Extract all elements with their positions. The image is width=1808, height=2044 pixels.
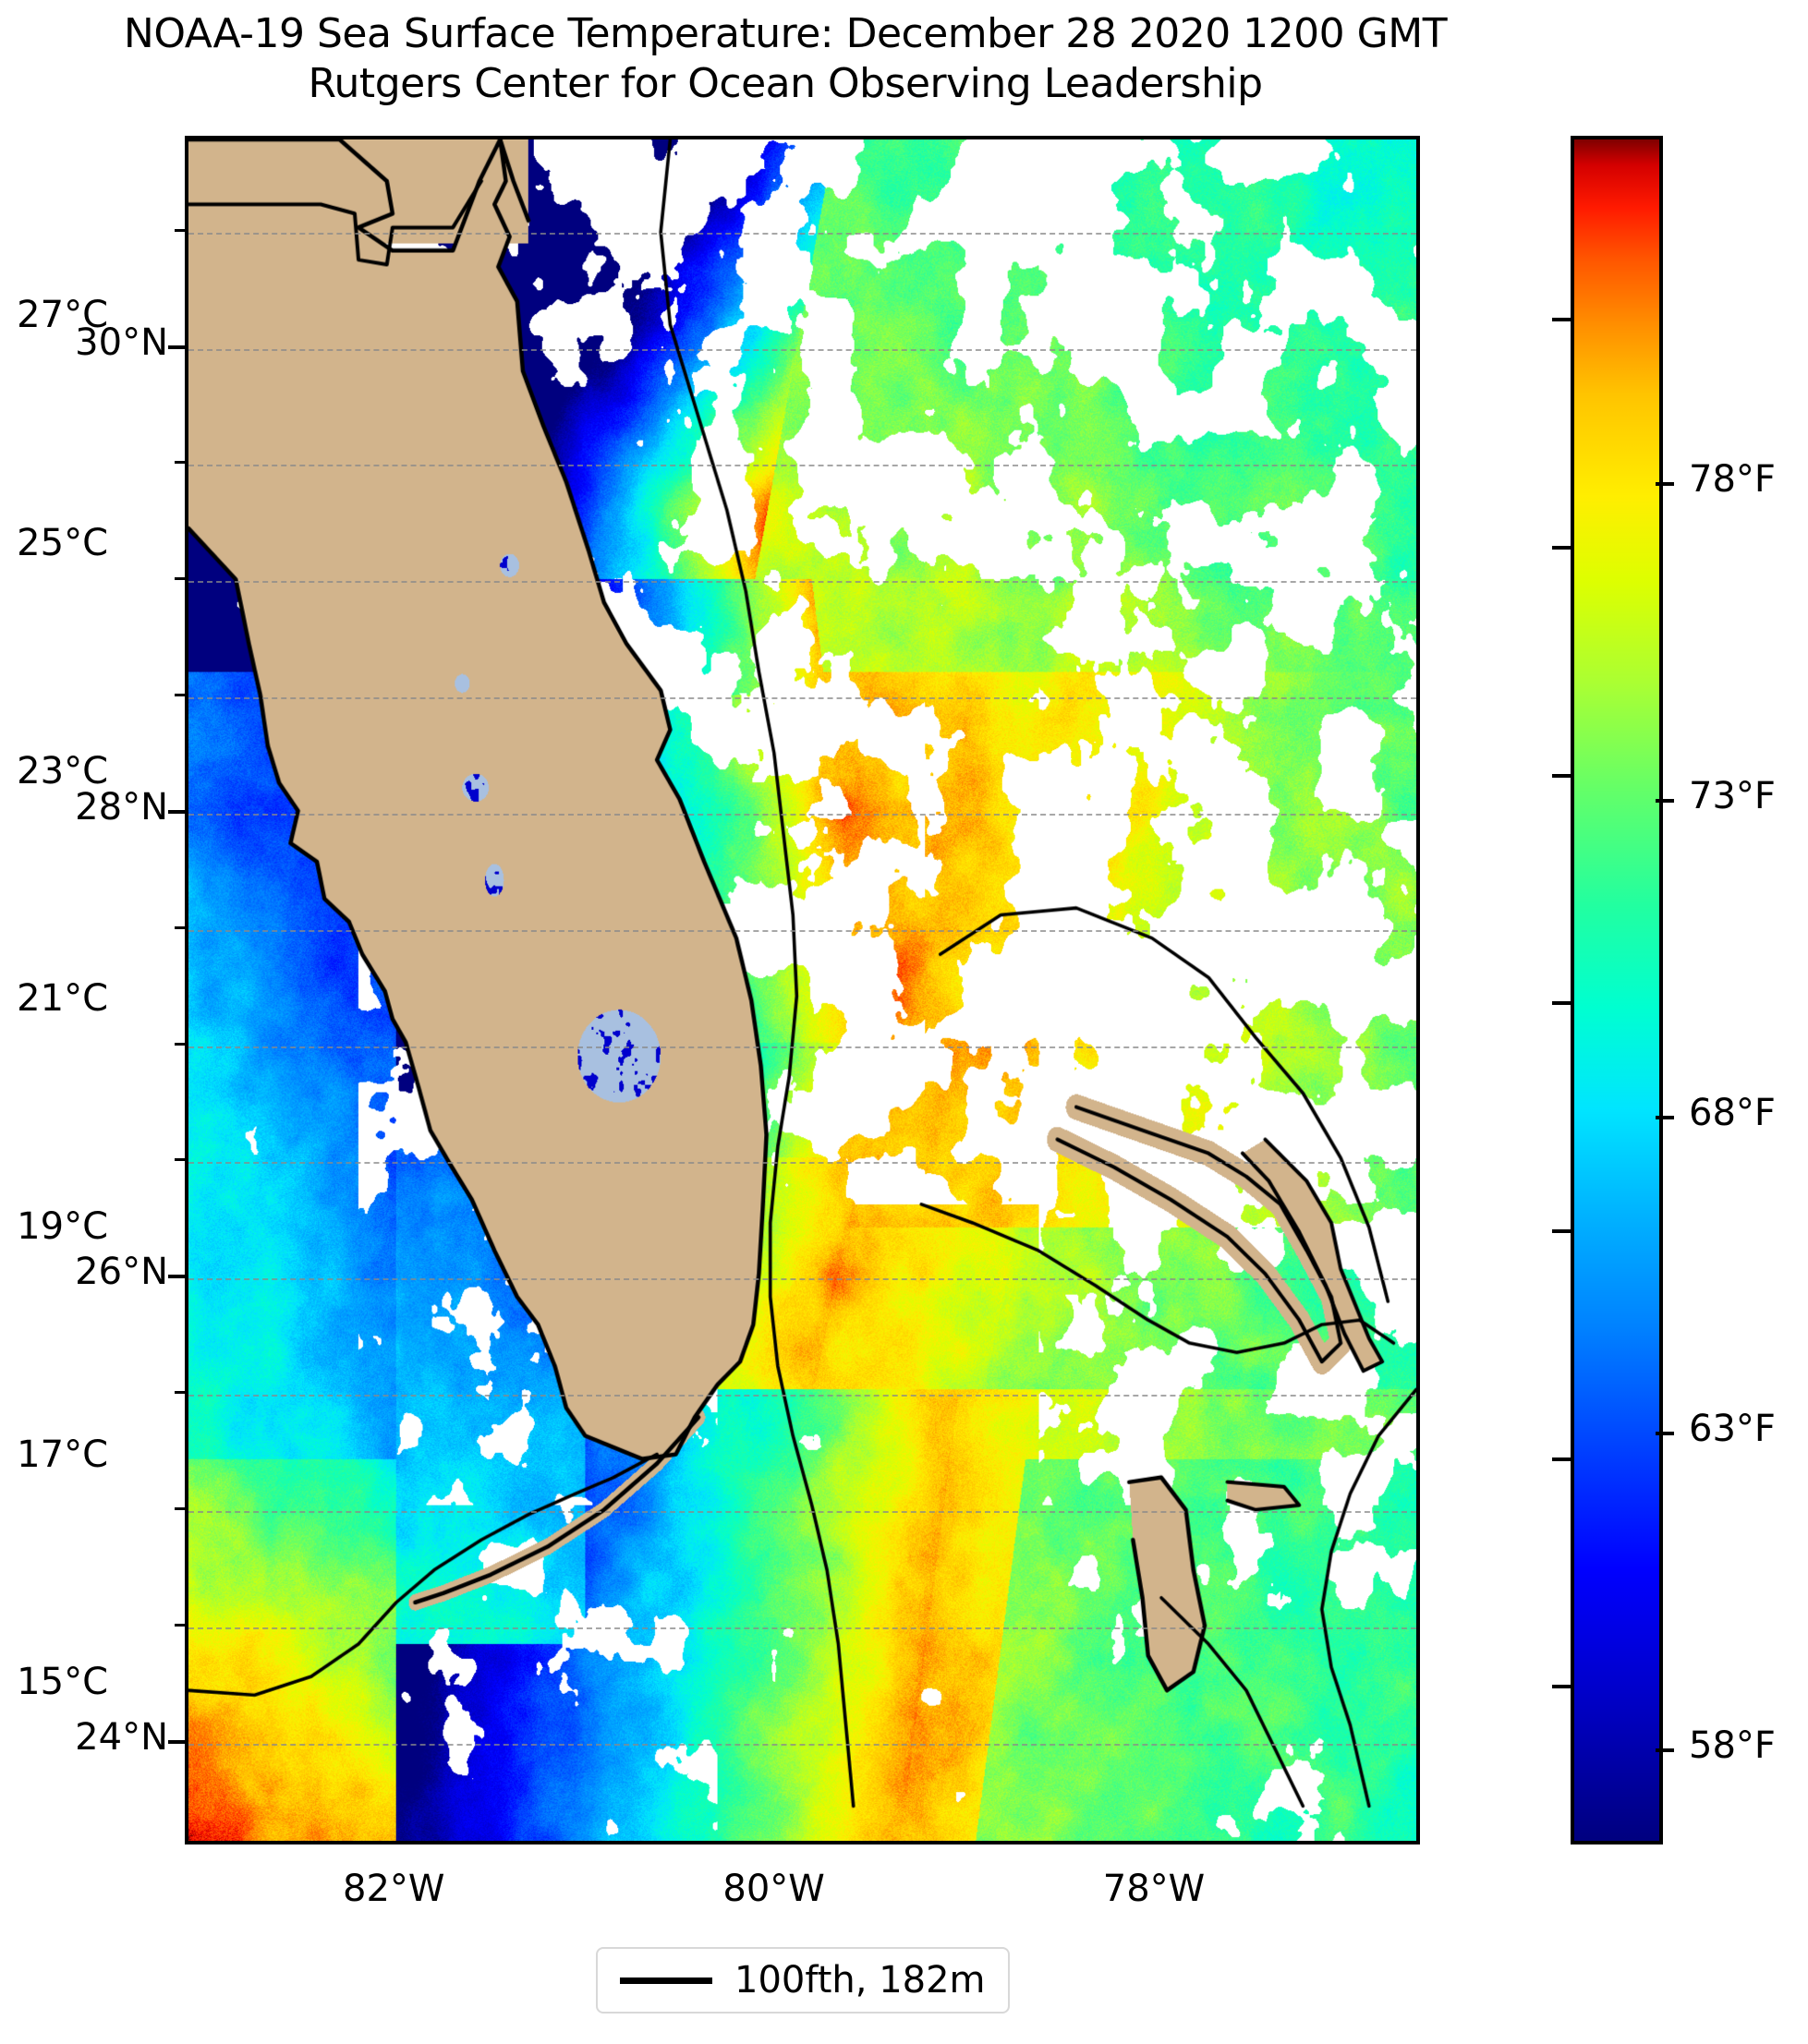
gridline-latitude — [188, 348, 1416, 351]
colorbar-label-fahrenheit: 63°F — [1689, 1408, 1776, 1451]
gridline-latitude — [188, 1743, 1416, 1746]
lon-tick-label: 80°W — [722, 1868, 825, 1910]
colorbar-label-celsius: 25°C — [17, 522, 108, 564]
isobath-line-swatch — [620, 1977, 712, 1984]
gridline-latitude — [188, 697, 1416, 700]
figure-title: NOAA-19 Sea Surface Temperature: Decembe… — [0, 9, 1571, 109]
lat-tick-major — [168, 1275, 185, 1279]
colorbar-tick-fahrenheit — [1656, 1432, 1674, 1436]
lat-tick-label: 30°N — [75, 321, 168, 364]
lat-tick-label: 24°N — [75, 1715, 168, 1759]
colorbar-label-celsius: 23°C — [17, 749, 108, 792]
sst-map-axes — [185, 136, 1420, 1844]
colorbar-label-celsius: 15°C — [17, 1661, 108, 1704]
colorbar-label-celsius: 21°C — [17, 977, 108, 1021]
colorbar-tick-celsius — [1552, 1685, 1571, 1689]
isobath-legend-label: 100fth, 182m — [734, 1959, 986, 2002]
colorbar-label-celsius: 17°C — [17, 1433, 108, 1476]
isobath-legend: 100fth, 182m — [596, 1947, 1010, 2014]
lat-tick-label: 26°N — [75, 1251, 168, 1294]
gridline-latitude — [188, 1162, 1416, 1165]
lat-tick-minor — [175, 925, 185, 929]
title-line-2: Rutgers Center for Ocean Observing Leade… — [308, 60, 1263, 107]
colorbar-tick-fahrenheit — [1656, 1115, 1674, 1119]
sst-colorbar — [1571, 136, 1663, 1844]
colorbar-tick-celsius — [1552, 1001, 1571, 1006]
lat-tick-minor — [175, 694, 185, 697]
colorbar-tick-celsius — [1552, 546, 1571, 550]
lat-tick-minor — [175, 577, 185, 581]
lat-tick-minor — [175, 1042, 185, 1046]
gridline-latitude — [188, 929, 1416, 932]
colorbar-tick-celsius — [1552, 318, 1571, 322]
lat-tick-label: 28°N — [75, 785, 168, 828]
lat-tick-major — [168, 809, 185, 814]
gridline-latitude — [188, 1395, 1416, 1397]
lat-tick-minor — [175, 1391, 185, 1395]
lat-tick-minor — [175, 1507, 185, 1511]
colorbar-label-fahrenheit: 68°F — [1689, 1091, 1776, 1134]
gridline-latitude — [188, 232, 1416, 235]
lat-tick-major — [168, 1739, 185, 1744]
gridline-latitude — [188, 465, 1416, 467]
colorbar-label-fahrenheit: 78°F — [1689, 458, 1776, 502]
title-line-1: NOAA-19 Sea Surface Temperature: Decembe… — [123, 10, 1448, 57]
colorbar-tick-celsius — [1552, 1457, 1571, 1461]
colorbar-label-celsius: 19°C — [17, 1205, 108, 1248]
lat-tick-minor — [175, 461, 185, 465]
gridline-latitude — [188, 1046, 1416, 1048]
colorbar-label-fahrenheit: 58°F — [1689, 1723, 1776, 1767]
lon-tick-label: 82°W — [343, 1868, 445, 1910]
lat-tick-major — [168, 345, 185, 349]
gridline-latitude — [188, 1278, 1416, 1281]
colorbar-tick-fahrenheit — [1656, 1748, 1674, 1752]
gridline-latitude — [188, 1511, 1416, 1514]
lon-tick-label: 78°W — [1102, 1868, 1206, 1910]
lat-tick-minor — [175, 228, 185, 232]
colorbar-tick-fahrenheit — [1656, 799, 1674, 804]
gridline-latitude — [188, 581, 1416, 584]
gridline-latitude — [188, 813, 1416, 816]
colorbar-tick-fahrenheit — [1656, 482, 1674, 487]
colorbar-label-celsius: 27°C — [17, 294, 108, 337]
gridline-latitude — [188, 1627, 1416, 1629]
lat-tick-minor — [175, 1623, 185, 1627]
colorbar-label-fahrenheit: 73°F — [1689, 775, 1776, 818]
sst-raster — [188, 139, 1416, 1841]
colorbar-tick-celsius — [1552, 1229, 1571, 1233]
colorbar-tick-celsius — [1552, 773, 1571, 778]
lat-tick-minor — [175, 1158, 185, 1162]
